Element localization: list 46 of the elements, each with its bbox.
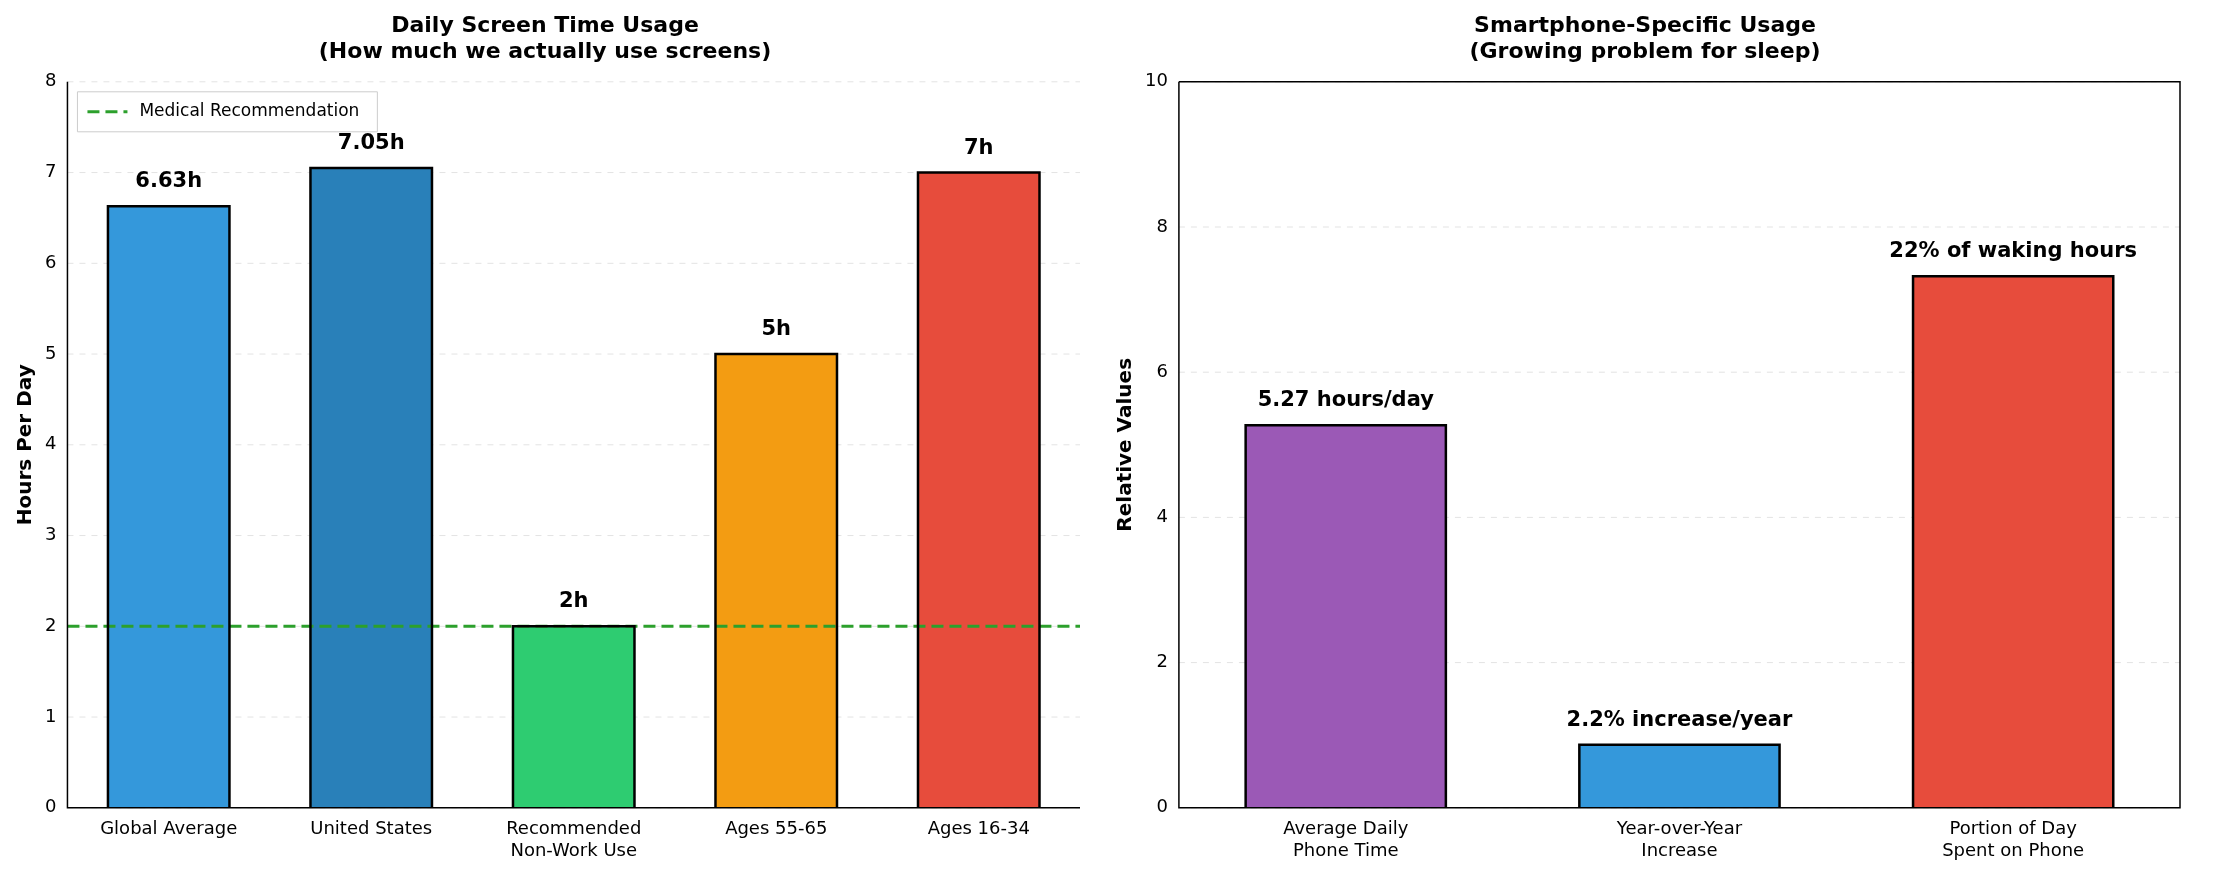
bar [106, 204, 231, 810]
y-axis-title: Relative Values [1112, 357, 1137, 532]
bar [1244, 423, 1448, 810]
y-tick-label: 4 [45, 432, 57, 454]
data-label: 2h [558, 588, 589, 613]
data-label: 7h [963, 134, 994, 159]
y-tick-label: 0 [45, 795, 57, 817]
x-tick-label: United States [310, 817, 433, 839]
y-tick-label: 6 [1156, 359, 1168, 381]
y-tick-label: 5 [45, 341, 57, 363]
x-tick-label: Recommended Non-Work Use [506, 817, 642, 860]
y-tick-label: 2 [45, 613, 57, 635]
x-tick-label: Average Daily Phone Time [1283, 817, 1409, 860]
y-tick-label: 6 [45, 250, 57, 272]
y-tick-label: 10 [1145, 69, 1168, 91]
legend-label: Medical Recommendation [139, 100, 360, 121]
y-tick-label: 7 [45, 160, 57, 182]
annotation: 2.2% increase/year [1566, 706, 1793, 731]
y-tick-label: 1 [45, 704, 57, 726]
data-label: 7.05h [337, 129, 405, 154]
annotation: 22% of waking hours [1889, 238, 2137, 263]
x-tick-label: Year-over-Year Increase [1615, 817, 1743, 860]
y-tick-label: 8 [45, 69, 57, 91]
y-tick-label: 3 [45, 523, 57, 545]
bar [309, 166, 434, 810]
chart-subtitle: (Growing problem for sleep) [1469, 38, 1821, 64]
y-tick-label: 0 [1156, 795, 1168, 817]
data-label: 6.63h [135, 168, 203, 193]
chart-subtitle: (How much we actually use screens) [318, 38, 772, 64]
x-tick-label: Ages 16-34 [927, 817, 1030, 839]
x-tick-label: Global Average [100, 817, 238, 839]
annotation: 5.27 hours/day [1257, 387, 1435, 412]
y-tick-label: 8 [1156, 214, 1168, 236]
bar [1911, 275, 2115, 810]
bar [916, 171, 1041, 810]
y-axis-title: Hours Per Day [12, 364, 37, 526]
y-tick-label: 4 [1156, 505, 1168, 527]
x-tick-label: Ages 55-65 [725, 817, 828, 839]
bar [714, 352, 839, 810]
bar [511, 625, 636, 810]
x-tick-label: Portion of Day Spent on Phone [1942, 817, 2085, 860]
chart-title: Smartphone-Specific Usage [1474, 11, 1816, 37]
bar [1578, 743, 1781, 810]
data-label: 5h [761, 316, 792, 340]
y-tick-label: 2 [1156, 650, 1168, 672]
chart-title: Daily Screen Time Usage [391, 11, 699, 37]
